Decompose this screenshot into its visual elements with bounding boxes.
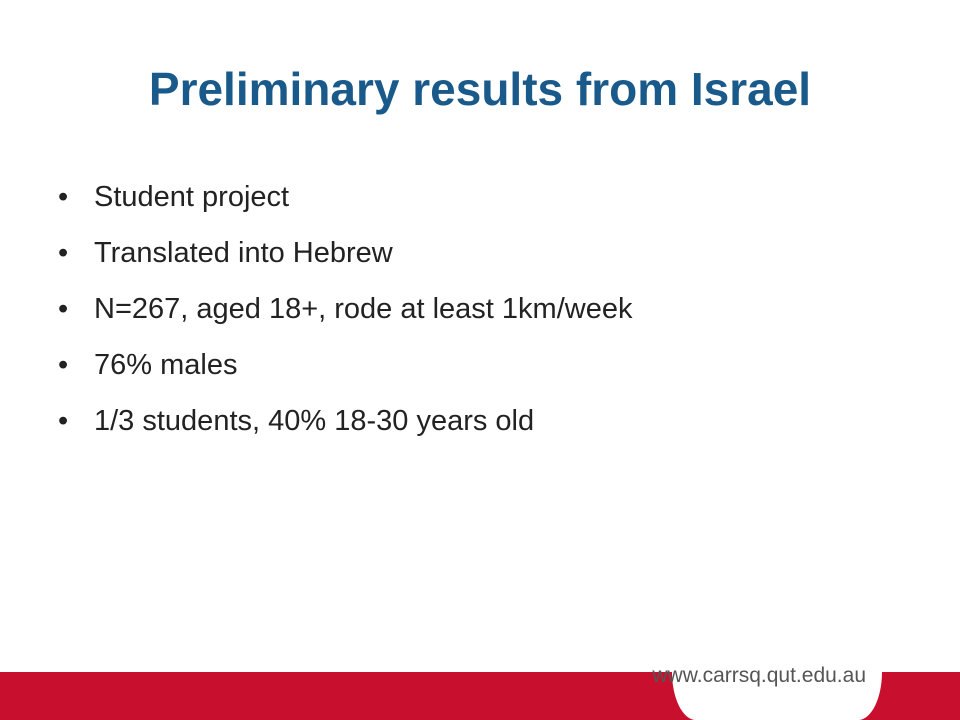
bullet-item: Translated into Hebrew xyxy=(58,231,632,287)
bullet-item: Student project xyxy=(58,175,632,231)
url-panel xyxy=(672,672,882,720)
footer-bar xyxy=(0,672,960,720)
footer-url: www.carrsq.qut.edu.au xyxy=(652,664,866,687)
slide-title: Preliminary results from Israel xyxy=(148,63,812,115)
bullet-item: N=267, aged 18+, rode at least 1km/week xyxy=(58,287,632,343)
bullet-item: 76% males xyxy=(58,343,632,399)
bullet-list: Student projectTranslated into HebrewN=2… xyxy=(58,175,632,455)
bullet-item: 1/3 students, 40% 18-30 years old xyxy=(58,399,632,455)
